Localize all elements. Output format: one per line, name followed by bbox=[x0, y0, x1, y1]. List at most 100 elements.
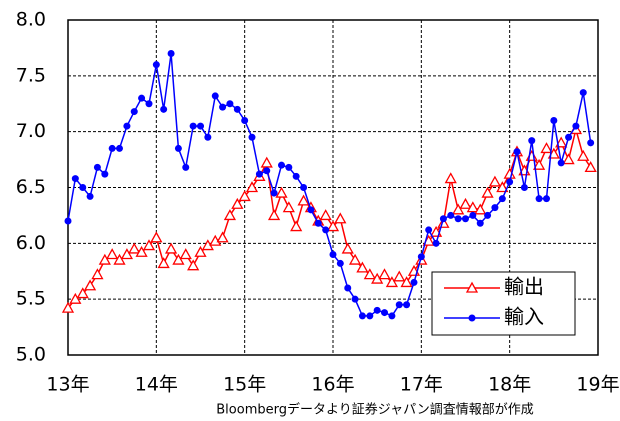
circle-marker bbox=[388, 312, 396, 320]
circle-marker bbox=[300, 184, 308, 191]
triangle-marker bbox=[319, 209, 332, 221]
circle-marker bbox=[484, 211, 492, 219]
triangle-marker bbox=[260, 156, 273, 168]
triangle-marker bbox=[98, 253, 111, 265]
triangle-marker bbox=[128, 242, 141, 254]
triangle-marker bbox=[135, 245, 148, 257]
triangle-marker bbox=[194, 245, 207, 257]
circle-marker bbox=[454, 215, 462, 223]
circle-marker bbox=[380, 309, 388, 317]
triangle-marker bbox=[164, 242, 178, 254]
circle-marker bbox=[182, 163, 190, 171]
triangle-marker bbox=[488, 175, 502, 187]
circle-marker bbox=[344, 284, 352, 292]
legend-label: 輸入 bbox=[504, 305, 544, 329]
circle-marker bbox=[241, 117, 249, 124]
x-tick-label: 19年 bbox=[576, 374, 619, 396]
circle-marker bbox=[167, 50, 175, 57]
circle-marker bbox=[572, 122, 580, 130]
y-tick-label: 6.5 bbox=[16, 176, 46, 198]
y-tick-label: 7.5 bbox=[16, 64, 46, 86]
circle-marker bbox=[108, 144, 116, 152]
triangle-marker bbox=[238, 190, 251, 202]
circle-marker bbox=[270, 189, 278, 197]
triangle-marker bbox=[577, 149, 590, 161]
triangle-marker bbox=[297, 194, 310, 206]
circle-marker bbox=[285, 163, 293, 171]
circle-marker bbox=[498, 195, 506, 203]
circle-marker bbox=[79, 184, 87, 191]
circle-marker bbox=[219, 103, 227, 111]
triangle-marker bbox=[474, 203, 487, 215]
circle-marker bbox=[366, 312, 374, 320]
circle-marker bbox=[138, 94, 146, 102]
circle-marker bbox=[278, 161, 286, 169]
circle-marker bbox=[425, 226, 433, 234]
triangle-marker bbox=[69, 292, 82, 304]
circle-marker bbox=[123, 122, 131, 130]
circle-marker bbox=[565, 133, 573, 141]
circle-marker bbox=[395, 301, 403, 309]
triangle-marker bbox=[356, 261, 369, 273]
circle-marker bbox=[160, 105, 168, 113]
x-tick-label: 18年 bbox=[488, 374, 531, 396]
triangle-marker bbox=[223, 209, 237, 221]
circle-marker bbox=[506, 178, 514, 186]
y-tick-label: 5.5 bbox=[16, 288, 46, 310]
series bbox=[64, 50, 595, 320]
circle-marker bbox=[373, 306, 381, 314]
triangle-marker bbox=[61, 301, 75, 313]
triangle-marker bbox=[326, 220, 340, 232]
triangle-marker bbox=[584, 161, 597, 173]
triangle-marker bbox=[452, 203, 465, 215]
legend-box bbox=[431, 271, 576, 336]
circle-marker bbox=[469, 211, 477, 219]
circle-marker bbox=[307, 206, 315, 214]
triangle-marker bbox=[267, 209, 281, 221]
triangle-marker bbox=[157, 257, 170, 269]
circle-marker bbox=[71, 175, 79, 183]
circle-marker bbox=[513, 148, 521, 156]
triangle-marker bbox=[172, 253, 185, 265]
x-tick-label: 17年 bbox=[400, 374, 443, 396]
circle-marker bbox=[322, 226, 330, 234]
circle-marker bbox=[543, 195, 551, 203]
triangle-marker bbox=[282, 201, 295, 213]
circle-marker bbox=[248, 133, 256, 141]
circle-marker bbox=[447, 211, 455, 219]
x-tick-label: 15年 bbox=[223, 374, 266, 396]
circle-marker bbox=[233, 105, 241, 113]
circle-marker bbox=[417, 253, 425, 261]
circle-marker bbox=[204, 133, 212, 141]
circle-marker bbox=[528, 137, 536, 145]
circle-marker bbox=[462, 215, 469, 223]
circle-marker bbox=[115, 144, 123, 152]
circle-marker bbox=[491, 204, 499, 212]
circle-marker bbox=[189, 122, 197, 130]
circle-marker bbox=[211, 92, 219, 100]
x-tick-label: 13年 bbox=[46, 374, 89, 396]
triangle-marker bbox=[120, 248, 134, 260]
triangle-marker bbox=[290, 220, 303, 232]
triangle-marker bbox=[106, 248, 119, 260]
triangle-marker bbox=[231, 197, 244, 209]
y-tick-label: 8.0 bbox=[16, 9, 46, 31]
circle-marker bbox=[520, 184, 528, 191]
circle-marker bbox=[550, 117, 558, 124]
circle-marker bbox=[101, 170, 109, 178]
circle-marker bbox=[351, 295, 359, 303]
circle-marker bbox=[587, 139, 595, 147]
circle-marker bbox=[86, 192, 94, 200]
triangle-marker bbox=[187, 259, 200, 271]
circle-marker bbox=[329, 251, 337, 258]
circle-marker bbox=[145, 100, 153, 108]
circle-marker bbox=[557, 159, 565, 167]
triangle-marker bbox=[142, 239, 156, 251]
circle-marker bbox=[579, 89, 587, 97]
circle-marker bbox=[64, 217, 72, 225]
triangle-marker bbox=[76, 287, 89, 299]
circle-marker bbox=[197, 122, 204, 130]
circle-marker bbox=[226, 100, 234, 108]
circle-marker bbox=[174, 144, 182, 152]
